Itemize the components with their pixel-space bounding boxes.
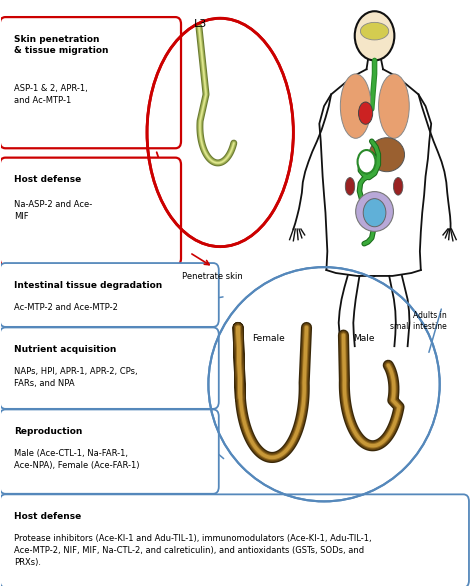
Text: Female: Female bbox=[253, 335, 285, 343]
Ellipse shape bbox=[358, 102, 373, 124]
Ellipse shape bbox=[393, 177, 403, 195]
Text: Reproduction: Reproduction bbox=[14, 427, 82, 436]
Text: Skin penetration
& tissue migration: Skin penetration & tissue migration bbox=[14, 35, 109, 55]
Text: Ac-MTP-2 and Ace-MTP-2: Ac-MTP-2 and Ace-MTP-2 bbox=[14, 303, 118, 312]
Ellipse shape bbox=[379, 74, 409, 139]
Ellipse shape bbox=[369, 138, 404, 171]
Text: Host defense: Host defense bbox=[14, 512, 81, 521]
Ellipse shape bbox=[357, 150, 375, 173]
Ellipse shape bbox=[363, 198, 386, 227]
FancyBboxPatch shape bbox=[0, 17, 181, 149]
FancyBboxPatch shape bbox=[0, 328, 219, 409]
Text: NAPs, HPI, APR-1, APR-2, CPs,
FARs, and NPA: NAPs, HPI, APR-1, APR-2, CPs, FARs, and … bbox=[14, 367, 137, 388]
Ellipse shape bbox=[340, 74, 371, 139]
Text: Male (Ace-CTL-1, Na-FAR-1,
Ace-NPA), Female (Ace-FAR-1): Male (Ace-CTL-1, Na-FAR-1, Ace-NPA), Fem… bbox=[14, 449, 139, 470]
Ellipse shape bbox=[356, 191, 393, 231]
FancyBboxPatch shape bbox=[0, 158, 181, 265]
FancyBboxPatch shape bbox=[0, 494, 469, 587]
Text: Host defense: Host defense bbox=[14, 175, 81, 184]
Text: ASP-1 & 2, APR-1,
and Ac-MTP-1: ASP-1 & 2, APR-1, and Ac-MTP-1 bbox=[14, 84, 88, 104]
Ellipse shape bbox=[360, 22, 389, 40]
FancyBboxPatch shape bbox=[0, 263, 219, 327]
Circle shape bbox=[355, 11, 394, 60]
Text: Na-ASP-2 and Ace-
MIF: Na-ASP-2 and Ace- MIF bbox=[14, 200, 92, 221]
Text: Protease inhibitors (Ace-KI-1 and Adu-TIL-1), immunomodulators (Ace-KI-1, Adu-TI: Protease inhibitors (Ace-KI-1 and Adu-TI… bbox=[14, 534, 372, 567]
Ellipse shape bbox=[345, 177, 355, 195]
Text: Adults in
small intestine: Adults in small intestine bbox=[390, 311, 447, 331]
Text: Male: Male bbox=[354, 335, 375, 343]
Text: Intestinal tissue degradation: Intestinal tissue degradation bbox=[14, 281, 162, 289]
FancyBboxPatch shape bbox=[0, 410, 219, 494]
Text: L3: L3 bbox=[194, 19, 208, 29]
Text: Nutrient acquisition: Nutrient acquisition bbox=[14, 345, 116, 354]
Text: Penetrate skin: Penetrate skin bbox=[182, 272, 243, 281]
